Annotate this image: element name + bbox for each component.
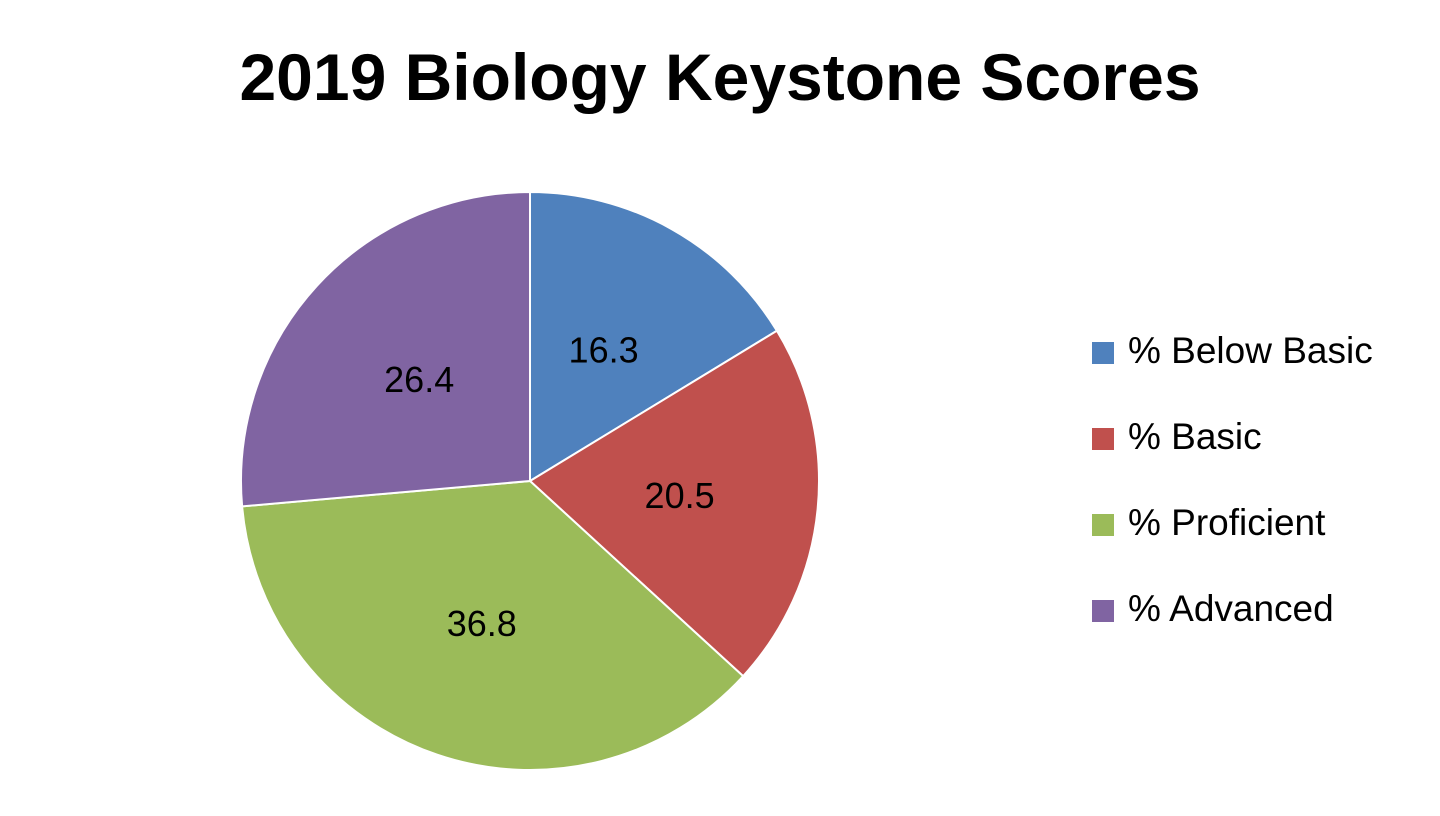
- legend-item-below-basic: % Below Basic: [1092, 326, 1373, 412]
- legend-label-basic: % Basic: [1128, 416, 1262, 457]
- slice-labels: 16.3 20.5 36.8 26.4: [384, 330, 714, 644]
- pie-slice-proficient: [241, 480, 745, 771]
- legend-swatch-basic: [1092, 428, 1114, 450]
- pie-slice-basic: [529, 329, 820, 678]
- legend: % Below Basic % Basic % Proficient % Adv…: [1092, 326, 1373, 670]
- data-label-proficient: 36.8: [447, 603, 517, 644]
- chart-title: 2019 Biology Keystone Scores: [239, 40, 1201, 114]
- legend-label-advanced: % Advanced: [1128, 588, 1334, 629]
- legend-item-proficient: % Proficient: [1092, 498, 1373, 584]
- legend-item-basic: % Basic: [1092, 412, 1373, 498]
- legend-swatch-advanced: [1092, 600, 1114, 622]
- legend-label-proficient: % Proficient: [1128, 502, 1326, 543]
- data-label-advanced: 26.4: [384, 359, 454, 400]
- pie-slices: [240, 191, 820, 771]
- data-label-basic: 20.5: [645, 475, 715, 516]
- pie-slice-below-basic: [529, 191, 778, 482]
- legend-swatch-proficient: [1092, 514, 1114, 536]
- legend-item-advanced: % Advanced: [1092, 584, 1373, 670]
- pie-slice-advanced: [240, 191, 531, 508]
- data-label-below-basic: 16.3: [569, 330, 639, 371]
- legend-label-below-basic: % Below Basic: [1128, 330, 1373, 371]
- legend-swatch-below-basic: [1092, 342, 1114, 364]
